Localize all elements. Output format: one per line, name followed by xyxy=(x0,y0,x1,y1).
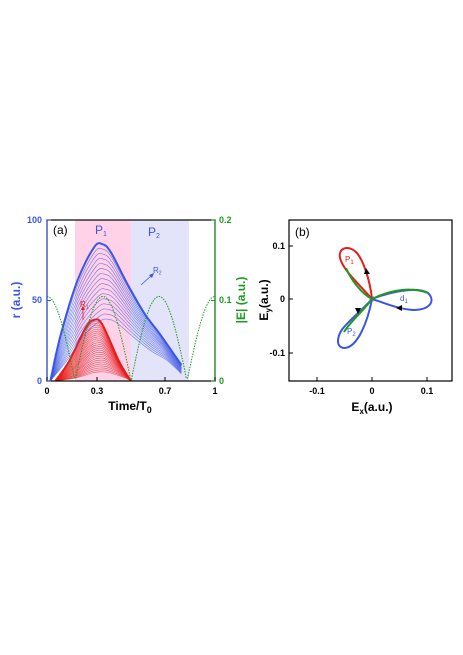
x-axis-label: Time/T0 xyxy=(108,399,151,415)
x-tick-label: 0.3 xyxy=(91,386,104,396)
lobe-label-p2: P2 xyxy=(347,327,356,338)
panel-label-b: (b) xyxy=(295,225,310,239)
direction-arrow xyxy=(355,308,361,314)
panel-a: 0 0.3 0.7 1 0 50 100 0 0.1 0.2 r (a.u.) … xyxy=(9,215,248,415)
x-axis-label-b: Ex(a.u.) xyxy=(351,400,392,416)
annotation-r2-arrow xyxy=(140,274,153,286)
trajectory-line xyxy=(50,283,182,382)
field-green-segment xyxy=(345,267,373,300)
red-trajectories xyxy=(54,318,132,382)
x-tick-label: -0.1 xyxy=(309,386,325,396)
panel-label-a: (a) xyxy=(53,223,68,237)
trajectory-line xyxy=(55,357,132,382)
annotation-r1: R1 xyxy=(80,300,89,311)
trajectory-line xyxy=(55,369,132,382)
trajectory-line xyxy=(50,273,182,382)
x-tick-label: 0.1 xyxy=(421,386,434,396)
trajectory-line xyxy=(50,298,182,382)
lobe-label-d1: d1 xyxy=(400,294,408,305)
trajectory-line xyxy=(50,247,182,382)
region-label-p2: P2 xyxy=(148,225,160,240)
x-tick-label: 1 xyxy=(212,386,217,396)
annotation-r2-arrowhead xyxy=(149,273,154,278)
trajectory-line xyxy=(50,263,182,382)
trajectory-line xyxy=(55,367,132,382)
trajectory-line xyxy=(50,288,182,382)
trajectory-line xyxy=(49,242,183,382)
region-p1-shade xyxy=(75,220,131,381)
field-green-segment xyxy=(371,288,429,300)
x-tick-label: 0 xyxy=(369,386,374,396)
y-left-tick-label: 100 xyxy=(27,215,42,225)
region-label-p1: P1 xyxy=(95,223,107,238)
annotation-r2: R2 xyxy=(153,266,162,277)
trajectory-line xyxy=(50,268,182,382)
y-right-tick-label: 0.1 xyxy=(219,295,232,305)
trajectory-line xyxy=(55,355,132,382)
trajectory-line xyxy=(55,363,132,382)
lobe-label-p1: P1 xyxy=(345,255,354,266)
direction-arrow xyxy=(396,305,402,311)
trajectory-line xyxy=(50,252,182,382)
y-right-axis-label: |E| (a.u.) xyxy=(234,277,248,324)
trajectory-line xyxy=(50,293,182,382)
y-tick-label: 0.1 xyxy=(272,241,285,251)
y-left-tick-label: 50 xyxy=(32,295,42,305)
y-right-tick-label: 0.2 xyxy=(219,215,232,225)
trajectory-line xyxy=(50,308,182,382)
y-left-tick-label: 0 xyxy=(37,376,42,386)
trajectory-line xyxy=(50,278,182,382)
field-green-segment xyxy=(343,298,373,333)
y-tick-label: 0 xyxy=(280,294,285,304)
trajectory-line xyxy=(50,318,182,382)
trajectory-line xyxy=(55,365,132,382)
blue-trajectories xyxy=(49,242,183,382)
y-right-tick-label: 0 xyxy=(219,376,224,386)
y-tick-label: -0.1 xyxy=(269,348,285,358)
field-lobe-p2 xyxy=(337,295,374,350)
y-axis-label-b: Ey(a.u.) xyxy=(257,279,273,320)
annotation-r1-arrowhead xyxy=(81,306,85,310)
trajectory-line xyxy=(50,258,182,382)
y-left-axis-label: r (a.u.) xyxy=(9,282,23,319)
region-p2-shade xyxy=(131,220,189,381)
panel-b: P1 P2 d1 -0.1 0 0.1 0.1 0 -0.1 Ex(a.u.) … xyxy=(257,219,453,416)
x-tick-label: 0.7 xyxy=(159,386,172,396)
direction-arrow xyxy=(364,268,370,274)
trajectory-line xyxy=(50,313,182,382)
x-tick-label: 0 xyxy=(44,386,49,396)
plot-frame-b xyxy=(288,219,453,382)
